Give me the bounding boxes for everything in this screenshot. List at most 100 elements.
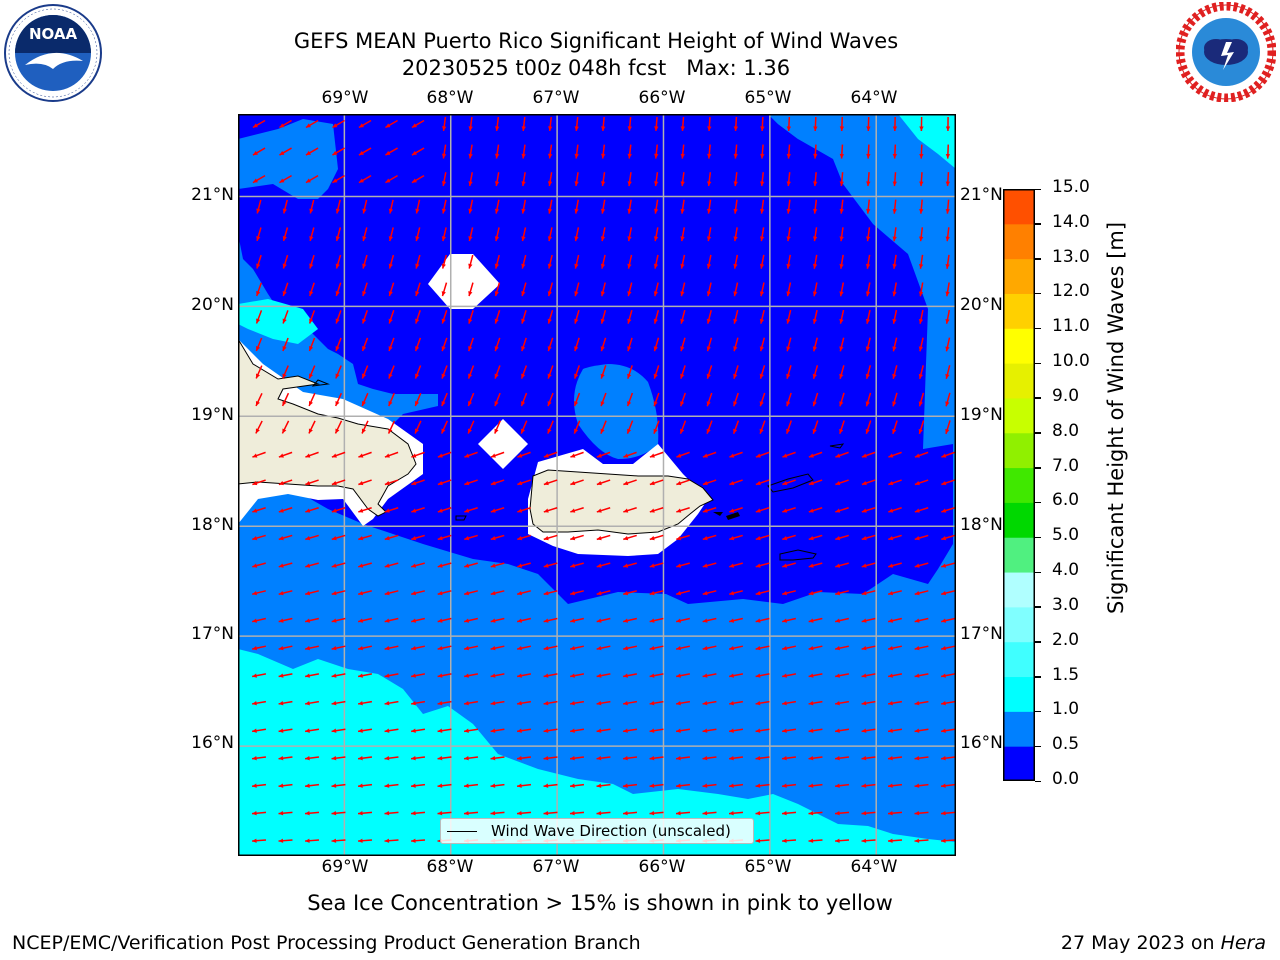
wind-arrow <box>786 116 792 132</box>
wind-arrow <box>331 783 346 788</box>
wind-arrow <box>304 811 320 816</box>
wind-arrow <box>914 590 929 596</box>
wind-arrow <box>892 420 898 435</box>
lat-label-right-17n: 17°N <box>960 624 1003 644</box>
wind-arrow <box>547 420 554 434</box>
wind-arrow <box>252 119 266 129</box>
map-legend: Wind Wave Direction (unscaled) <box>440 818 754 844</box>
wind-arrow <box>543 728 558 733</box>
wind-arrow <box>892 309 898 324</box>
wind-arrow <box>388 365 395 379</box>
wind-arrow <box>463 728 479 733</box>
wind-arrow <box>463 783 479 788</box>
colorbar-tick <box>1035 362 1041 365</box>
wind-arrow <box>649 507 664 513</box>
wind-arrow <box>517 451 531 458</box>
wind-arrow <box>362 254 368 269</box>
wind-arrow <box>574 116 579 132</box>
wind-arrow <box>808 617 823 623</box>
wind-arrow <box>596 479 611 486</box>
wind-arrow <box>282 254 289 269</box>
colorbar-tick <box>1035 571 1041 574</box>
wind-arrow <box>569 783 585 788</box>
wind-arrow <box>490 811 505 816</box>
wind-arrow <box>331 617 346 623</box>
wind-arrow <box>861 507 876 513</box>
wind-arrow <box>516 756 532 761</box>
wind-arrow <box>918 309 924 324</box>
wind-arrow <box>919 116 924 132</box>
wind-arrow <box>596 562 611 568</box>
wind-arrow <box>251 811 267 816</box>
lon-label-top-65w: 65°W <box>744 88 792 108</box>
wind-arrow <box>835 562 849 568</box>
wind-arrow <box>835 479 849 486</box>
wind-arrow <box>437 673 452 678</box>
wind-arrow <box>441 144 447 159</box>
lat-label-right-16n: 16°N <box>960 733 1003 753</box>
footer-date-text: 27 May 2023 on <box>1060 932 1221 954</box>
wind-arrow <box>543 562 558 568</box>
wind-arrow <box>680 199 685 214</box>
wind-arrow <box>252 617 266 623</box>
wind-arrow <box>332 147 345 156</box>
wind-arrow <box>600 199 606 214</box>
wind-arrow <box>543 534 558 541</box>
wind-arrow <box>839 199 844 214</box>
wind-arrow <box>388 227 394 242</box>
wind-arrow <box>782 507 796 513</box>
wind-arrow <box>702 507 717 513</box>
wind-arrow <box>414 392 422 407</box>
wind-arrow <box>914 451 929 458</box>
wind-arrow <box>467 420 475 434</box>
wind-arrow <box>914 534 929 541</box>
wind-arrow <box>653 227 659 242</box>
wind-arrow <box>331 534 346 541</box>
wind-arrow <box>702 673 717 678</box>
wind-arrow <box>569 700 585 706</box>
colorbar-tick <box>1035 676 1041 678</box>
wind-arrow <box>411 119 425 129</box>
wind-arrow <box>304 673 320 678</box>
wind-arrow <box>755 783 770 788</box>
wind-arrow <box>702 700 717 706</box>
lon-label-top-66w: 66°W <box>638 88 686 108</box>
wind-arrow <box>570 590 584 596</box>
wind-arrow <box>729 617 743 623</box>
wind-arrow <box>415 254 421 269</box>
wind-arrow <box>256 227 262 242</box>
wind-arrow <box>729 451 743 458</box>
wind-arrow <box>331 838 346 843</box>
lon-label-bottom-65w: 65°W <box>744 857 792 877</box>
wind-arrow <box>517 617 531 623</box>
wind-arrow <box>305 451 319 458</box>
wind-arrow <box>547 254 553 269</box>
wind-arrow <box>305 590 319 596</box>
wind-arrow <box>255 392 263 407</box>
colorbar-tick-label: 0.0 <box>1052 769 1080 789</box>
wind-arrow <box>596 756 611 761</box>
wind-arrow <box>547 172 553 187</box>
wind-arrow <box>755 645 770 651</box>
wind-arrow <box>410 645 426 651</box>
wind-arrow <box>304 728 320 733</box>
chart-subtitle: 20230525 t00z 048h fcst Max: 1.36 <box>401 56 791 80</box>
wind-arrow <box>888 590 902 596</box>
wind-arrow <box>653 337 660 352</box>
wind-arrow <box>358 479 372 486</box>
colorbar-tick <box>1035 606 1041 608</box>
wind-arrow <box>573 420 581 434</box>
wind-arrow <box>808 838 823 843</box>
wind-arrow <box>437 507 452 513</box>
wind-arrow <box>543 756 558 761</box>
wind-arrow <box>437 590 452 596</box>
wind-arrow <box>675 673 691 678</box>
lat-label-right-20n: 20°N <box>960 295 1003 315</box>
wind-arrow <box>653 199 659 214</box>
wind-arrow <box>600 254 606 269</box>
noaa-logo-text: NOAA <box>29 25 78 43</box>
wind-arrow <box>839 227 844 242</box>
wind-arrow <box>887 838 903 843</box>
wind-arrow <box>653 420 660 434</box>
wind-arrow <box>702 728 717 733</box>
